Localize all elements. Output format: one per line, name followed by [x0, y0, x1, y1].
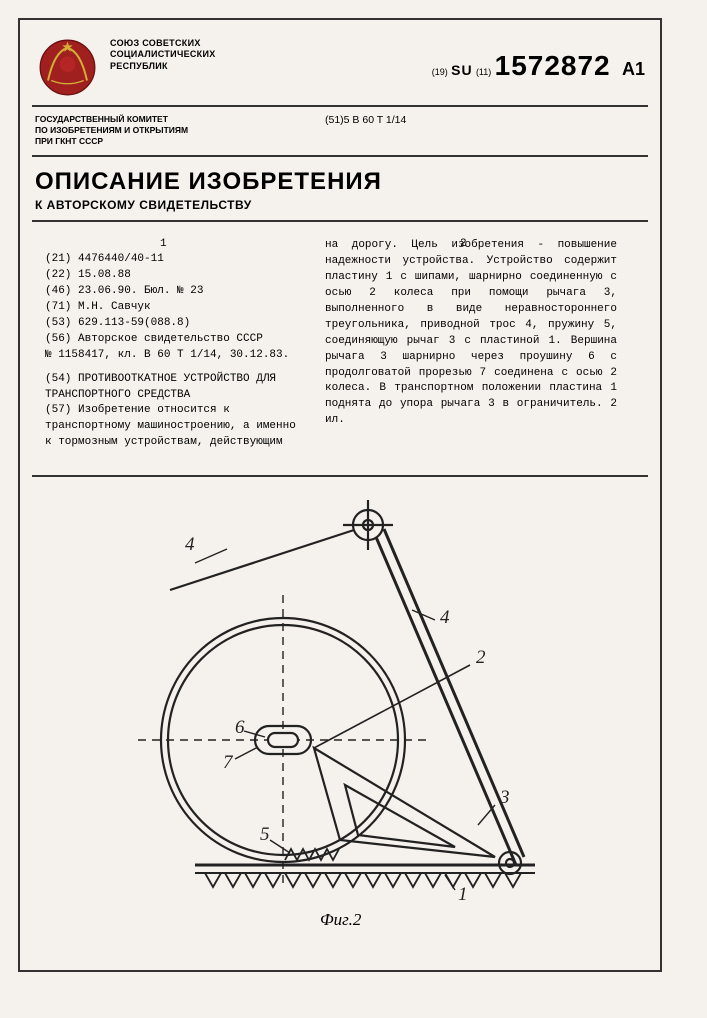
figure-caption: Фиг.2	[320, 910, 361, 930]
publication-number: (19) SU (11) 1572872 A1	[432, 50, 645, 82]
union-line2: СОЦИАЛИСТИЧЕСКИХ	[110, 49, 216, 60]
field-46: (46) 23.06.90. Бюл. № 23	[45, 284, 305, 300]
abstract-text: на дорогу. Цель изобретения - повышение …	[325, 238, 617, 429]
figlabel-1: 1	[458, 884, 468, 905]
union-line3: РЕСПУБЛИК	[110, 61, 216, 72]
committee-line2: ПО ИЗОБРЕТЕНИЯМ И ОТКРЫТИЯМ	[35, 125, 188, 136]
rule-1	[32, 105, 648, 107]
union-line1: СОЮЗ СОВЕТСКИХ	[110, 38, 216, 49]
field-56b: № 1158417, кл. B 60 T 1/14, 30.12.83.	[45, 348, 305, 364]
patent-figure: 4 4 2 3 5 6 7 1 Фиг.2	[100, 495, 580, 935]
field-57: (57) Изобретение относится к транспортно…	[45, 403, 305, 451]
field-21: (21) 4476440/40-11	[45, 252, 305, 268]
doc-subtitle: К АВТОРСКОМУ СВИДЕТЕЛЬСТВУ	[35, 198, 252, 212]
figlabel-2: 2	[476, 647, 486, 668]
figlabel-7: 7	[223, 752, 234, 773]
field-53: (53) 629.113-59(088.8)	[45, 316, 305, 332]
spacer	[45, 364, 305, 372]
patent-page: СОЮЗ СОВЕТСКИХ СОЦИАЛИСТИЧЕСКИХ РЕСПУБЛИ…	[18, 18, 662, 972]
committee-block: ГОСУДАРСТВЕННЫЙ КОМИТЕТ ПО ИЗОБРЕТЕНИЯМ …	[35, 114, 188, 147]
pub-number-value: 1572872	[495, 50, 611, 81]
pub-suffix: A1	[622, 59, 645, 79]
committee-line1: ГОСУДАРСТВЕННЫЙ КОМИТЕТ	[35, 114, 188, 125]
col-number-1: 1	[160, 238, 167, 250]
bibliographic-data: (21) 4476440/40-11 (22) 15.08.88 (46) 23…	[45, 252, 305, 451]
figlabel-4b: 4	[440, 607, 450, 628]
ussr-emblem	[35, 35, 100, 100]
rule-2	[32, 155, 648, 157]
figlabel-6: 6	[235, 717, 245, 738]
field-71: (71) М.Н. Савчук	[45, 300, 305, 316]
figlabel-5: 5	[260, 824, 270, 845]
prefix-11: (11)	[476, 67, 491, 77]
field-54: (54) ПРОТИВООТКАТНОЕ УСТРОЙСТВО ДЛЯ ТРАН…	[45, 372, 305, 404]
pub-country: SU	[451, 62, 472, 78]
union-name: СОЮЗ СОВЕТСКИХ СОЦИАЛИСТИЧЕСКИХ РЕСПУБЛИ…	[110, 38, 216, 72]
field-22: (22) 15.08.88	[45, 268, 305, 284]
figlabel-3: 3	[499, 787, 510, 808]
figlabel-4a: 4	[185, 534, 195, 555]
rule-4	[32, 475, 648, 477]
doc-title: ОПИСАНИЕ ИЗОБРЕТЕНИЯ	[35, 168, 382, 196]
rule-3	[32, 220, 648, 222]
ipc-classification: (51)5 B 60 T 1/14	[325, 114, 406, 126]
prefix-19: (19)	[432, 67, 448, 77]
committee-line3: ПРИ ГКНТ СССР	[35, 136, 188, 147]
figure-svg: 4 4 2 3 5 6 7 1	[100, 495, 580, 925]
field-56: (56) Авторское свидетельство СССР	[45, 332, 305, 348]
